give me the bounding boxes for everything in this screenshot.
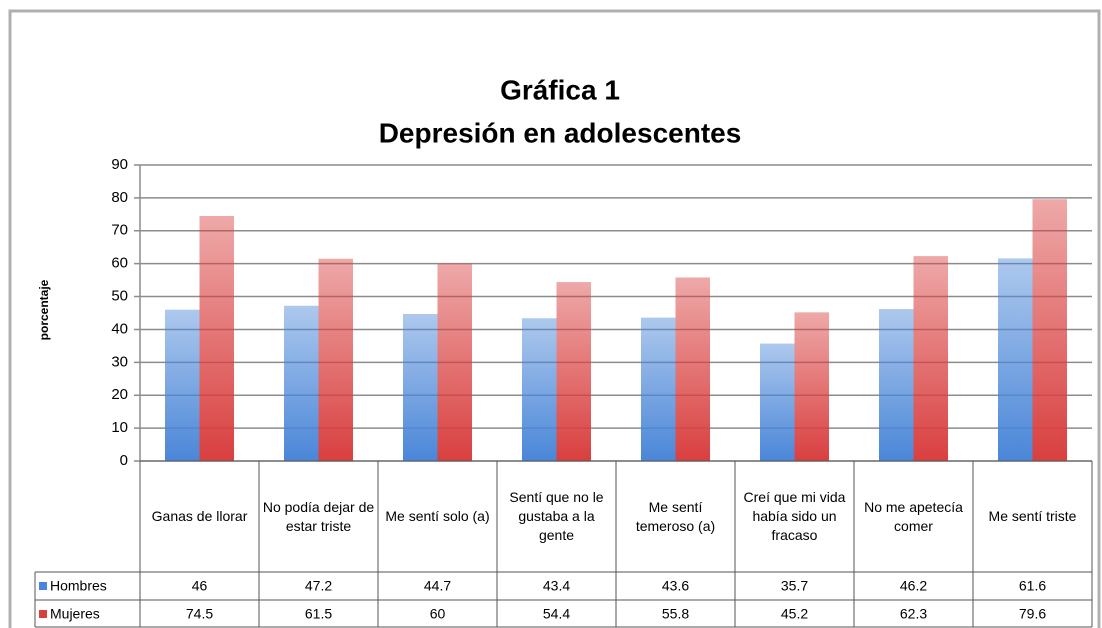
x-tick-label: Me sentí triste [988, 508, 1077, 525]
table-value: 46 [192, 578, 208, 594]
table-value: 74.5 [186, 606, 213, 622]
y-tick-label: 40 [111, 320, 128, 337]
chart-title: Gráfica 1 [500, 74, 620, 105]
x-tick-label: Creí que mi vida había sido un fracaso [743, 489, 846, 543]
chart-subtitle: Depresión en adolescentes [379, 117, 742, 148]
y-tick-label: 70 [111, 222, 128, 239]
table-value: 54.4 [543, 606, 570, 622]
bar [437, 263, 473, 461]
y-tick-label: 80 [111, 189, 128, 206]
table-value: 43.6 [662, 578, 689, 594]
frame [8, 9, 1101, 628]
y-tick-label: 20 [111, 386, 128, 403]
bar [675, 277, 711, 461]
y-tick-label: 50 [111, 288, 128, 305]
category-cell: Creí que mi vida había sido un fracaso [743, 489, 846, 543]
table-value: 35.7 [781, 578, 808, 594]
bar [1032, 199, 1068, 461]
y-tick-label: 0 [120, 452, 128, 469]
bar [556, 282, 592, 461]
legend-swatch [39, 582, 47, 590]
bar [199, 215, 235, 461]
category-cell: Sentí que no le gustaba a la gente [509, 489, 604, 543]
table-value: 44.7 [424, 578, 451, 594]
bar [318, 258, 354, 461]
y-tick-label: 30 [111, 353, 128, 370]
table-value: 79.6 [1019, 606, 1046, 622]
table-value: 47.2 [305, 578, 332, 594]
table-value: 62.3 [900, 606, 927, 622]
table-value: 61.6 [1019, 578, 1046, 594]
y-tick-label: 90 [111, 156, 128, 173]
category-cell: Ganas de llorar [151, 508, 248, 525]
x-tick-label: Ganas de llorar [151, 508, 248, 525]
legend-swatch [39, 610, 47, 618]
table-value: 43.4 [543, 578, 570, 594]
bar [164, 309, 200, 461]
table-value: 55.8 [662, 606, 689, 622]
table-value: 46.2 [900, 578, 927, 594]
y-tick-label: 60 [111, 255, 128, 272]
bar [640, 317, 676, 461]
table-value: 60 [430, 606, 446, 622]
x-tick-label: No podía dejar de estar triste [262, 498, 375, 534]
category-cell: Me sentí temeroso (a) [635, 498, 716, 534]
y-tick-label: 10 [111, 419, 128, 436]
x-tick-label: Me sentí solo (a) [385, 508, 490, 525]
bar [997, 258, 1033, 461]
category-cell: Me sentí solo (a) [385, 508, 490, 525]
x-tick-label: Sentí que no le gustaba a la gente [509, 489, 604, 543]
table-value: 61.5 [305, 606, 332, 622]
y-axis-label: porcentaje [37, 279, 51, 340]
bar [913, 256, 949, 461]
x-tick-label: Me sentí temeroso (a) [635, 498, 716, 534]
bar [759, 343, 795, 461]
bar [521, 318, 557, 461]
table-value: 45.2 [781, 606, 808, 622]
bar [283, 305, 319, 461]
bar [878, 309, 914, 461]
category-cell: No me apetecía comer [864, 498, 963, 534]
bar [794, 312, 830, 461]
category-cell: No podía dejar de estar triste [262, 498, 375, 534]
bar [402, 313, 438, 461]
category-cell: Me sentí triste [988, 508, 1077, 525]
legend-label: Hombres [50, 578, 107, 594]
x-tick-label: No me apetecía comer [864, 498, 963, 534]
legend-label: Mujeres [50, 606, 100, 622]
